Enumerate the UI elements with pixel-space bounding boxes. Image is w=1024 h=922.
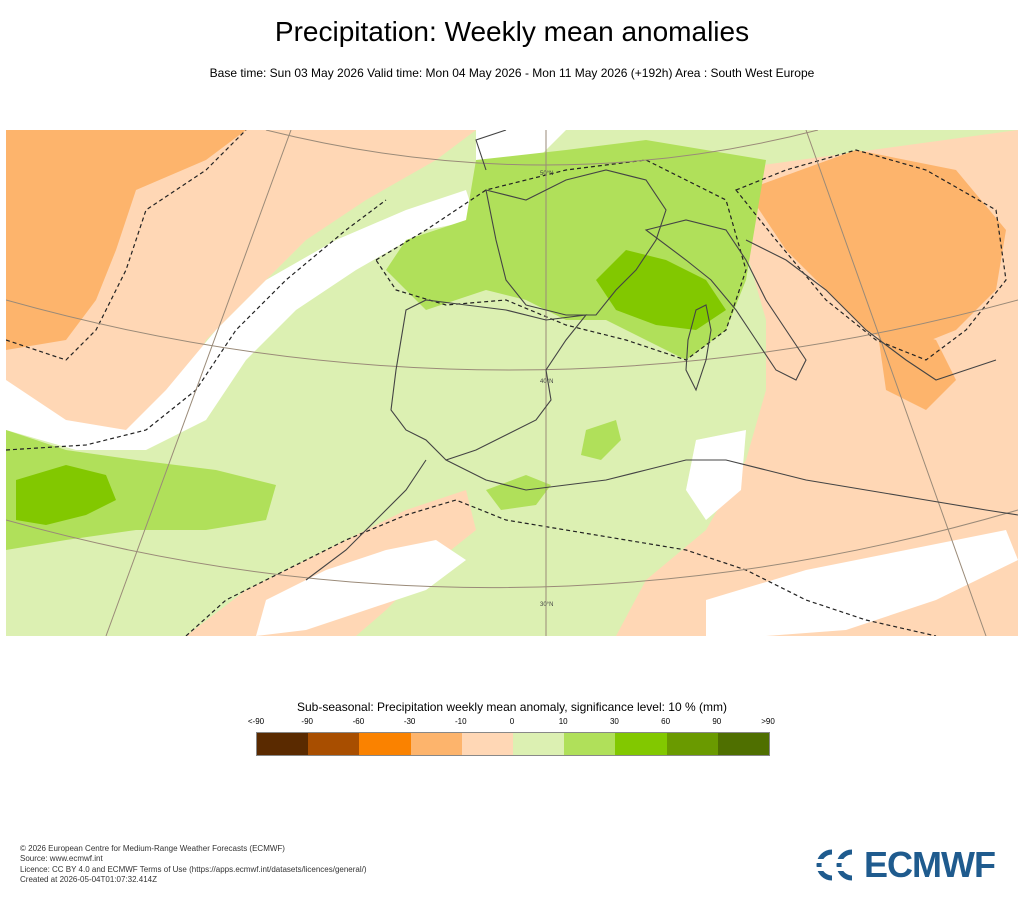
anomaly-wet-iberia-east xyxy=(486,475,551,510)
graticule-label-lat30: 30°N xyxy=(540,602,553,608)
legend-swatch xyxy=(666,733,718,755)
graticule-lat50 xyxy=(265,130,819,166)
anomaly-neutral-north-africa xyxy=(256,540,466,636)
legend-swatch xyxy=(359,733,411,755)
footer-created: Created at 2026-05-04T01:07:32.414Z xyxy=(20,875,157,885)
legend-swatch xyxy=(410,733,462,755)
graticule-label-lat40: 40°N xyxy=(540,379,553,385)
footer-licence: Licence: CC BY 4.0 and ECMWF Terms of Us… xyxy=(20,864,367,874)
legend-tick-label: -10 xyxy=(455,717,467,726)
ecmwf-logo-icon xyxy=(812,849,860,881)
coastline-corsica-sardinia xyxy=(685,304,712,392)
precipitation-anomaly-map: 50°N 40°N 30°N xyxy=(6,130,1018,636)
coastline-north-africa xyxy=(445,459,1018,516)
legend-swatch xyxy=(564,733,616,755)
chart-title: Precipitation: Weekly mean anomalies xyxy=(274,16,750,47)
legend-tick-label: 90 xyxy=(712,717,722,726)
legend-swatch xyxy=(615,733,667,755)
footer-credits: © 2026 European Centre for Medium-Range … xyxy=(20,844,367,886)
significance-contour-atlantic-south xyxy=(6,199,387,451)
coastline-iberia xyxy=(390,299,588,461)
graticule-lon-west xyxy=(105,130,292,636)
legend-tick-label: <-90 xyxy=(247,717,265,726)
legend-swatch xyxy=(308,733,360,755)
graticule xyxy=(6,130,1018,636)
graticule-lat40 xyxy=(6,299,1018,371)
legend-tick-label: 30 xyxy=(609,717,619,726)
legend-tick-label: -60 xyxy=(352,717,365,726)
footer-copyright: © 2026 European Centre for Medium-Range … xyxy=(20,844,285,853)
coastline-ireland xyxy=(475,130,507,171)
legend-tick-label: -90 xyxy=(301,717,313,726)
significance-contour-africa xyxy=(185,499,937,636)
footer-source: Source: www.ecmwf.int xyxy=(20,854,103,864)
coastline-morocco xyxy=(305,459,427,581)
anomaly-neutral-biscay xyxy=(6,190,476,450)
significance-contour-atlantic xyxy=(6,130,247,361)
anomaly-wet-atlantic-south xyxy=(6,430,276,550)
anomaly-wet-atlantic-core xyxy=(16,465,116,525)
anomaly-dry-aegean xyxy=(876,320,956,410)
anomaly-neutral-south-east xyxy=(706,530,1018,636)
coastlines xyxy=(305,130,1018,581)
legend-tick-label: -30 xyxy=(403,717,416,726)
legend-swatch xyxy=(717,733,770,755)
legend-tick-label: >90 xyxy=(761,717,775,726)
legend-swatch xyxy=(461,733,514,755)
significance-contour-balkans xyxy=(735,149,1007,361)
anomaly-wet-gulf-of-lion xyxy=(596,250,726,330)
coastline-france xyxy=(485,169,667,316)
legend-swatch xyxy=(257,733,309,755)
coastline-italy xyxy=(644,219,807,381)
anomaly-dry-north-africa xyxy=(186,490,476,636)
legend-ticks: <-90 -90 -60 -30 -10 0 10 30 60 90 >90 xyxy=(248,717,775,729)
graticule-label-lat50: 50°N xyxy=(540,171,553,177)
graticule-lat30 xyxy=(6,509,1018,589)
legend-swatch xyxy=(513,733,565,755)
chart-subtitle: Base time: Sun 03 May 2026 Valid time: M… xyxy=(209,66,815,80)
ecmwf-logo: ECMWF xyxy=(812,844,1004,885)
coastline-balkans xyxy=(745,239,997,381)
legend-title: Sub-seasonal: Precipitation weekly mean … xyxy=(297,700,727,714)
legend-tick-label: 60 xyxy=(661,717,671,726)
legend-tick-label: 10 xyxy=(558,717,568,726)
graticule-lon-east xyxy=(805,130,987,636)
significance-contour-france xyxy=(375,159,747,361)
anomaly-dry-atlantic-core xyxy=(6,130,246,350)
legend-tick-label: 0 xyxy=(509,717,515,726)
anomaly-dry-balkans-core xyxy=(746,150,1006,350)
legend-colorbar xyxy=(256,732,770,756)
anomaly-wet-algeria xyxy=(581,420,621,460)
anomaly-neutral-libya xyxy=(686,430,746,520)
ecmwf-logo-text: ECMWF xyxy=(864,844,996,885)
